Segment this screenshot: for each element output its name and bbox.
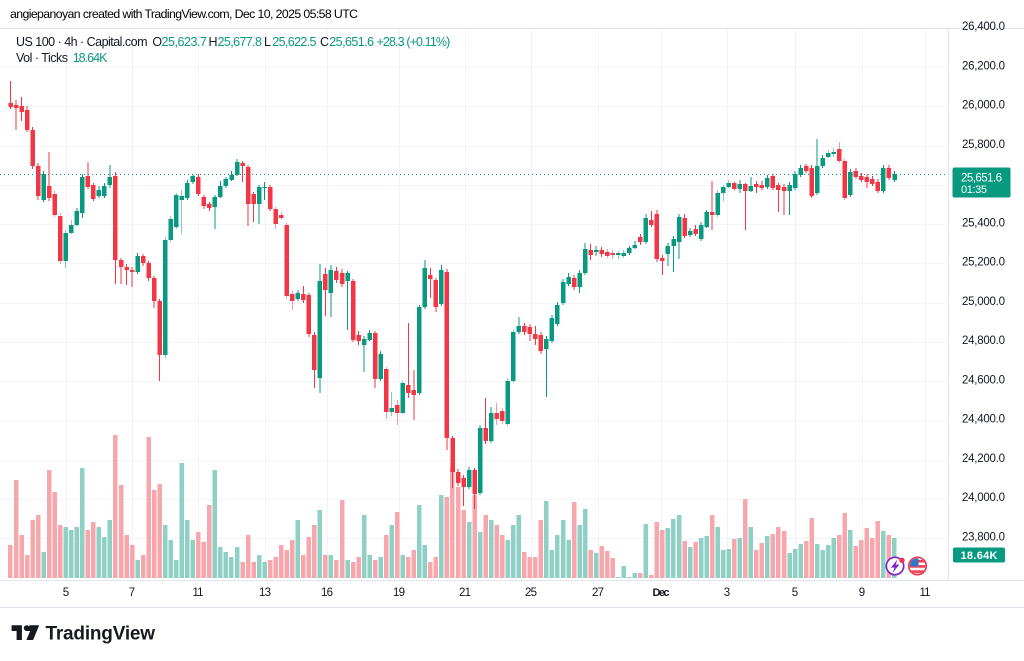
svg-text:24,200.0: 24,200.0 xyxy=(962,453,1005,465)
svg-text:27: 27 xyxy=(592,587,604,599)
svg-text:19: 19 xyxy=(393,587,405,599)
svg-text:18.64K: 18.64K xyxy=(73,51,108,65)
svg-text:9: 9 xyxy=(859,587,865,599)
svg-text:25,651.6: 25,651.6 xyxy=(329,35,374,49)
svg-text:5: 5 xyxy=(63,587,69,599)
svg-text:angiepanoyan created with Trad: angiepanoyan created with TradingView.co… xyxy=(10,7,358,21)
svg-text:16: 16 xyxy=(321,587,333,599)
svg-text:26,200.0: 26,200.0 xyxy=(962,60,1005,72)
svg-text:Vol · Ticks: Vol · Ticks xyxy=(16,51,68,65)
svg-text:26,000.0: 26,000.0 xyxy=(962,100,1005,112)
svg-text:5: 5 xyxy=(792,587,798,599)
svg-text:23,800.0: 23,800.0 xyxy=(962,531,1005,543)
svg-text:25,651.6: 25,651.6 xyxy=(961,173,1002,185)
svg-text:3: 3 xyxy=(724,587,730,599)
svg-text:25,677.8: 25,677.8 xyxy=(218,35,263,49)
svg-text:24,600.0: 24,600.0 xyxy=(962,374,1005,386)
svg-text:25: 25 xyxy=(525,587,537,599)
svg-text:25,623.7: 25,623.7 xyxy=(162,35,208,49)
svg-text:24,400.0: 24,400.0 xyxy=(962,414,1005,426)
svg-text:+28.3 (+0.11%): +28.3 (+0.11%) xyxy=(377,35,451,49)
svg-text:25,400.0: 25,400.0 xyxy=(962,217,1005,229)
svg-text:L: L xyxy=(264,35,271,49)
svg-text:Dec: Dec xyxy=(653,587,670,599)
svg-text:18.64K: 18.64K xyxy=(961,550,998,562)
svg-text:7: 7 xyxy=(129,587,135,599)
svg-text:O: O xyxy=(152,35,162,49)
svg-text:25,200.0: 25,200.0 xyxy=(962,257,1005,269)
svg-text:21: 21 xyxy=(459,587,471,599)
svg-text:H: H xyxy=(209,35,218,49)
svg-text:25,800.0: 25,800.0 xyxy=(962,139,1005,151)
svg-text:US 100 · 4h · Capital.com: US 100 · 4h · Capital.com xyxy=(16,35,148,49)
svg-text:11: 11 xyxy=(193,587,204,599)
svg-text:25,622.5: 25,622.5 xyxy=(272,35,316,49)
svg-text:C: C xyxy=(320,35,329,49)
svg-text:13: 13 xyxy=(259,587,271,599)
svg-text:25,000.0: 25,000.0 xyxy=(962,296,1005,308)
svg-text:TradingView: TradingView xyxy=(46,624,156,645)
svg-text:26,400.0: 26,400.0 xyxy=(962,21,1005,33)
svg-text:24,800.0: 24,800.0 xyxy=(962,335,1005,347)
svg-text:24,000.0: 24,000.0 xyxy=(962,492,1005,504)
svg-text:01:35: 01:35 xyxy=(961,184,987,196)
svg-text:11: 11 xyxy=(920,587,931,599)
